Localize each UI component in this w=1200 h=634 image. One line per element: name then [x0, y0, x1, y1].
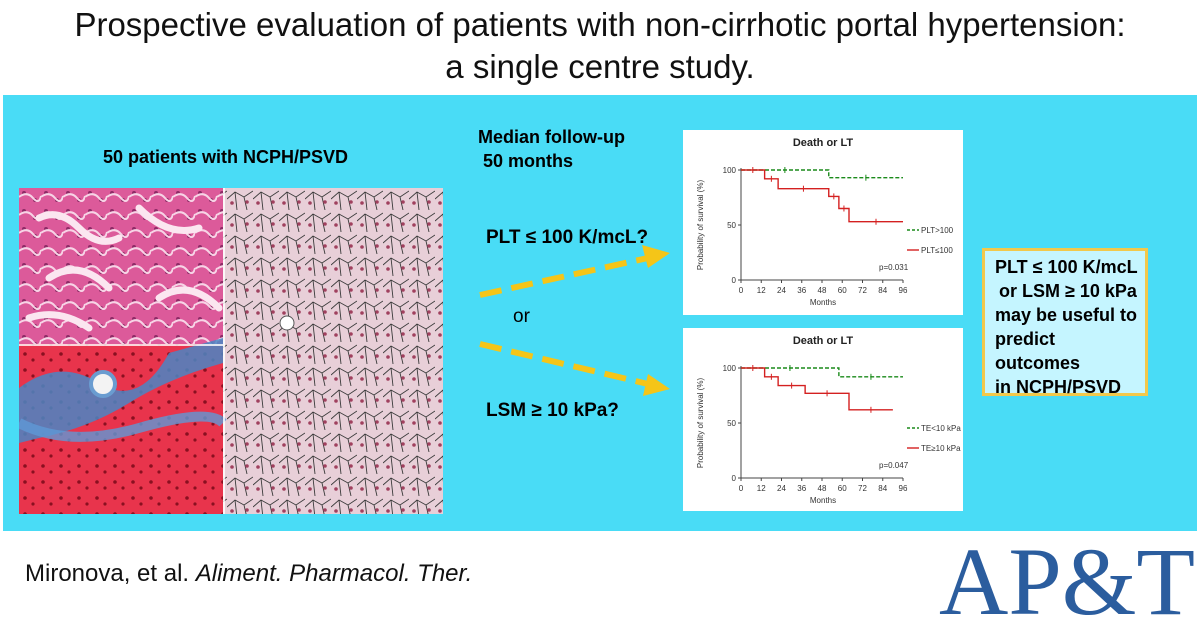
km-chart-lsm: Death or LT 0 12 24 36 48 60 72 84 96 0 50 100 Months… — [683, 328, 963, 511]
conclusion-line-1: PLT ≤ 100 K/mcL — [995, 257, 1138, 277]
km-chart-lsm-svg: Death or LT 0 12 24 36 48 60 72 84 96 0 50 100 Months… — [696, 335, 961, 505]
x-tick-label: 96 — [899, 484, 908, 493]
x-tick-label: 0 — [739, 484, 744, 493]
title-line-2: a single centre study. — [445, 48, 755, 85]
y-tick-label: 50 — [727, 221, 736, 230]
legend-label: PLT>100 — [921, 226, 954, 235]
x-tick-label: 12 — [757, 286, 766, 295]
chart-title: Death or LT — [793, 137, 854, 149]
x-tick-label: 24 — [777, 484, 786, 493]
series-line-2 — [741, 169, 903, 223]
lsm-question: LSM ≥ 10 kPa? — [486, 400, 619, 421]
conclusion-line-3: may be useful to — [995, 305, 1138, 325]
y-tick-label: 100 — [723, 166, 737, 175]
x-axis-label: Months — [810, 298, 836, 307]
arrow-down — [479, 341, 670, 396]
chart-title: Death or LT — [793, 335, 854, 347]
follow-up-label: Median follow-up 50 months — [478, 125, 625, 173]
x-tick-label: 0 — [739, 286, 744, 295]
x-axis-label: Months — [810, 496, 836, 505]
citation: Mironova, et al. Aliment. Pharmacol. The… — [25, 560, 472, 588]
apt-logo-text: AP&T — [939, 536, 1195, 620]
arrow-up — [479, 245, 670, 298]
apt-logo: AP&T — [939, 536, 1195, 620]
km-chart-plt: Death or LT 0 12 24 36 48 60 72 84 96 0 50 100 Months… — [683, 130, 963, 315]
x-tick-label: 48 — [818, 484, 827, 493]
legend-label: PLT≤100 — [921, 246, 953, 255]
y-axis-label: Probability of survival (%) — [696, 180, 705, 271]
x-tick-label: 72 — [858, 286, 867, 295]
x-tick-label: 72 — [858, 484, 867, 493]
x-tick-label: 36 — [797, 484, 806, 493]
x-tick-label: 24 — [777, 286, 786, 295]
y-axis-label: Probability of survival (%) — [696, 378, 705, 469]
histology-image — [19, 188, 443, 514]
y-tick-label: 50 — [727, 419, 736, 428]
conclusion-line-2: or LSM ≥ 10 kPa — [999, 281, 1137, 301]
x-tick-label: 84 — [878, 286, 887, 295]
series-line-2 — [741, 367, 893, 411]
y-tick-label: 100 — [723, 364, 737, 373]
x-tick-label: 48 — [818, 286, 827, 295]
poster-title: Prospective evaluation of patients with … — [0, 4, 1200, 88]
x-tick-label: 12 — [757, 484, 766, 493]
legend-label: TE<10 kPa — [921, 424, 961, 433]
conclusion-line-5: in NCPH/PSVD — [995, 377, 1122, 397]
km-chart-plt-svg: Death or LT 0 12 24 36 48 60 72 84 96 0 50 100 Months… — [696, 137, 954, 307]
title-line-1: Prospective evaluation of patients with … — [74, 6, 1126, 43]
conclusion-box: PLT ≤ 100 K/mcL or LSM ≥ 10 kPa may be u… — [982, 248, 1148, 397]
y-tick-label: 0 — [732, 474, 737, 483]
arrows — [479, 245, 670, 396]
x-tick-label: 84 — [878, 484, 887, 493]
citation-authors: Mironova, et al. — [25, 560, 190, 587]
legend-label: TE≥10 kPa — [921, 444, 961, 453]
histology-illustration — [19, 188, 443, 514]
follow-up-line-1: Median follow-up — [478, 127, 625, 147]
conclusion-line-4: predict outcomes — [995, 329, 1081, 373]
p-value-annotation: p=0.047 — [879, 461, 909, 470]
citation-journal: Aliment. Pharmacol. Ther. — [195, 560, 473, 587]
follow-up-line-2: 50 months — [483, 151, 574, 171]
p-value-annotation: p=0.031 — [879, 263, 909, 272]
cohort-label: 50 patients with NCPH/PSVD — [103, 147, 349, 167]
x-tick-label: 96 — [899, 286, 908, 295]
y-tick-label: 0 — [732, 276, 737, 285]
or-label: or — [513, 306, 530, 327]
plt-question: PLT ≤ 100 K/mcL? — [486, 227, 649, 248]
x-tick-label: 36 — [797, 286, 806, 295]
x-tick-label: 60 — [838, 484, 847, 493]
x-tick-label: 60 — [838, 286, 847, 295]
